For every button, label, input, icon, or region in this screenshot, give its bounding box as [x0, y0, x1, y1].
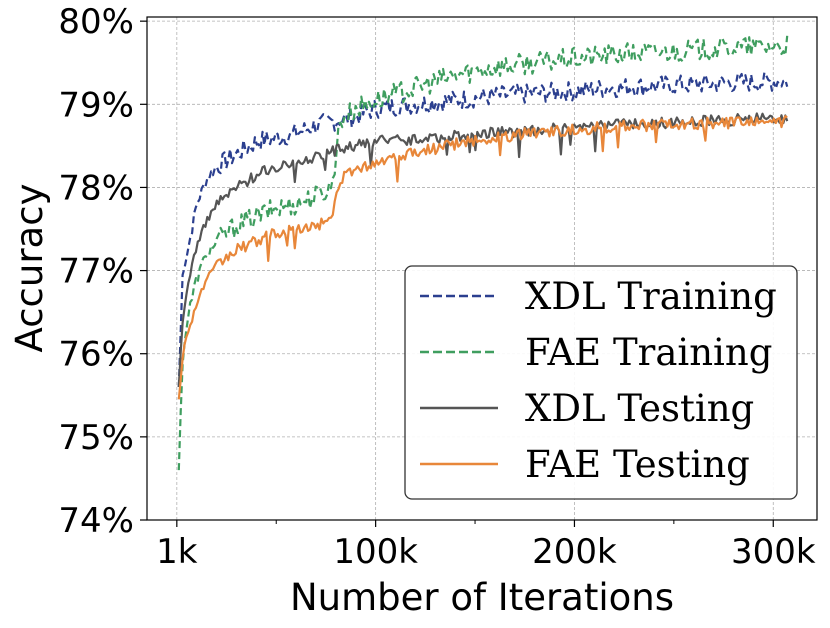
legend-label-fae-training: FAE Training — [525, 331, 772, 374]
series-line-xdl-training — [177, 71, 789, 388]
tick-layer: 1k 100k 200k 300k 74% 75% 76% 77% 78% 79% 80% — [58, 2, 815, 572]
x-axis-title: Number of Iterations — [290, 576, 674, 619]
x-tick-label: 200k — [532, 532, 617, 572]
legend-label-fae-testing: FAE Testing — [525, 443, 750, 486]
y-tick-label: 75% — [58, 418, 134, 458]
plot-frame — [146, 16, 818, 521]
series-layer — [177, 35, 789, 471]
y-tick-label: 77% — [58, 252, 134, 292]
y-tick-label: 79% — [58, 85, 134, 125]
x-tick-label: 100k — [333, 532, 418, 572]
legend-label-xdl-training: XDL Training — [525, 275, 777, 318]
y-tick-label: 78% — [58, 168, 134, 208]
y-tick-label: 80% — [58, 2, 134, 42]
y-tick-label: 76% — [58, 335, 134, 375]
y-axis-title: Accuracy — [8, 184, 51, 353]
series-line-fae-testing — [177, 115, 788, 400]
x-tick-label: 1k — [156, 532, 198, 572]
x-tick-label: 300k — [731, 532, 816, 572]
legend: XDL Training FAE Training XDL Testing FA… — [404, 265, 798, 500]
legend-label-xdl-testing: XDL Testing — [525, 387, 754, 430]
series-line-fae-training — [177, 35, 789, 471]
y-tick-label: 74% — [58, 501, 134, 541]
legend-box — [404, 265, 798, 500]
